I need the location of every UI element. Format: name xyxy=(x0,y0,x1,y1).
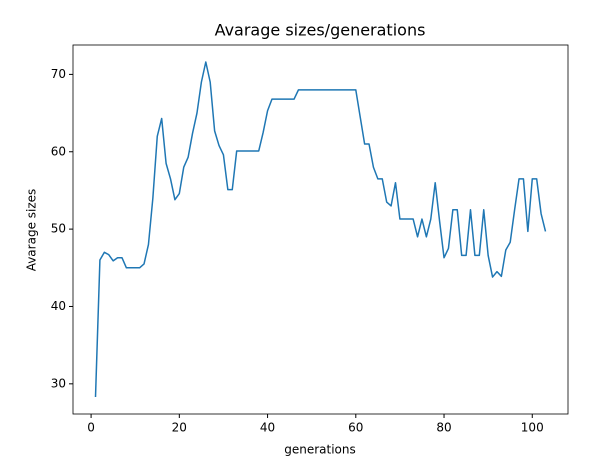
x-tick-label: 80 xyxy=(436,421,451,435)
x-axis-label: generations xyxy=(284,443,356,457)
x-tick-label: 100 xyxy=(521,421,544,435)
x-tick-label: 0 xyxy=(87,421,95,435)
y-tick-label: 70 xyxy=(51,67,66,81)
x-tick-label: 20 xyxy=(172,421,187,435)
line-series xyxy=(94,61,547,398)
y-tick-label: 30 xyxy=(51,376,66,390)
x-tick-label: 40 xyxy=(260,421,275,435)
x-tick-label: 60 xyxy=(348,421,363,435)
y-tick-label: 60 xyxy=(51,144,66,158)
chart-title: Avarage sizes/generations xyxy=(215,21,426,40)
y-tick-label: 40 xyxy=(51,299,66,313)
y-axis-label: Avarage sizes xyxy=(25,189,39,272)
y-tick-label: 50 xyxy=(51,222,66,236)
plot-frame xyxy=(72,44,569,415)
